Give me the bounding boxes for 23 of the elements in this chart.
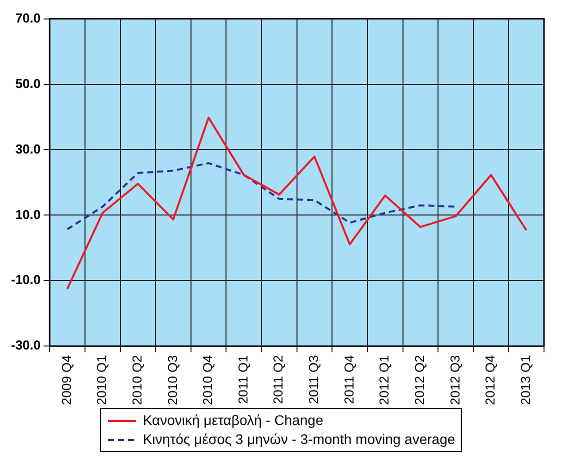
y-tick-label: 50.0: [15, 76, 41, 91]
legend-label: Κανονική μεταβολή - Change: [142, 411, 324, 430]
x-tick-label: 2010 Q2: [129, 355, 144, 405]
y-tick-label: 10.0: [15, 206, 41, 222]
x-tick-label: 2012 Q4: [482, 355, 498, 405]
x-tick-label: 2012 Q2: [412, 355, 427, 405]
legend-label: Κινητός μέσος 3 μηνών - 3-month moving average: [142, 430, 456, 449]
y-tick-label: -10.0: [10, 272, 41, 288]
line-series: [66, 162, 457, 230]
x-tick-label: 2012 Q1: [376, 355, 392, 405]
x-tick-label: 2013 Q1: [518, 355, 533, 405]
x-tick-label: 2009 Q4: [58, 355, 74, 405]
x-tick-label: 2010 Q1: [94, 355, 110, 405]
x-tick-label: 2010 Q4: [200, 355, 216, 405]
x-tick-label: 2011 Q1: [235, 355, 250, 404]
y-tick-label: 30.0: [15, 141, 41, 156]
x-tick-label: 2011 Q3: [306, 355, 322, 404]
x-tick-label: 2011 Q4: [341, 355, 356, 404]
y-tick-label: -30.0: [10, 338, 41, 353]
x-tick-label: 2011 Q2: [270, 355, 286, 404]
x-tick-label: 2012 Q3: [447, 355, 462, 405]
x-tick-label: 2010 Q3: [164, 355, 180, 405]
y-tick-label: 70.0: [15, 10, 41, 26]
